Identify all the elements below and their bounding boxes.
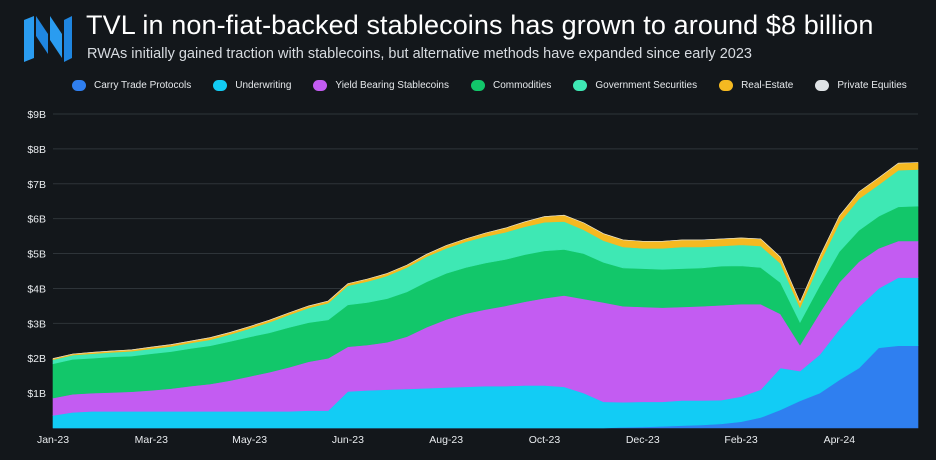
x-tick-label: Feb-23 — [724, 434, 757, 446]
x-tick-label: Aug-23 — [429, 434, 463, 446]
legend-item: Real-Estate — [719, 79, 794, 91]
legend-item: Carry Trade Protocols — [72, 79, 192, 91]
legend-label: Carry Trade Protocols — [94, 79, 192, 91]
legend-item: Commodities — [471, 79, 552, 91]
legend-label: Underwriting — [235, 79, 292, 91]
legend-item: Yield Bearing Stablecoins — [313, 79, 449, 91]
y-tick-label: $3B — [27, 318, 46, 330]
brand-logo-icon — [24, 16, 72, 62]
y-tick-label: $2B — [27, 353, 46, 365]
chart-title: TVL in non-fiat-backed stablecoins has g… — [86, 10, 874, 40]
x-tick-label: Mar-23 — [135, 434, 168, 446]
x-tick-label: Jan-23 — [37, 434, 69, 446]
x-tick-label: Jun-23 — [332, 434, 364, 446]
y-tick-label: $4B — [27, 283, 46, 295]
x-tick-label: Dec-23 — [626, 434, 660, 446]
legend-swatch — [573, 79, 588, 91]
legend-swatch — [815, 79, 830, 91]
legend-label: Government Securities — [595, 79, 698, 91]
legend-swatch — [213, 79, 228, 91]
x-tick-label: Oct-23 — [529, 434, 561, 446]
y-tick-label: $1B — [27, 388, 46, 400]
area-series-private-equities — [52, 162, 919, 359]
stacked-area-chart: $1B $2B $3B $4B $5B $6B $7B $8B $9B Jan-23 Mar-23… — [27, 109, 919, 446]
legend-swatch — [72, 79, 86, 91]
legend-swatch — [719, 79, 734, 91]
legend-label: Commodities — [493, 79, 552, 91]
y-tick-label: $5B — [27, 249, 46, 261]
chart-legend: Carry Trade Protocols Underwriting Yield B… — [72, 77, 907, 93]
legend-label: Real-Estate — [741, 79, 794, 91]
legend-item: Government Securities — [573, 79, 698, 91]
x-axis-labels: Jan-23 Mar-23 May-23 Jun-23 Aug-23 Oct-23 Dec-… — [37, 434, 855, 446]
legend-item: Underwriting — [213, 79, 292, 91]
x-tick-label: Apr-24 — [824, 434, 856, 446]
chart-subtitle: RWAs initially gained traction with stab… — [87, 46, 752, 62]
y-tick-label: $7B — [27, 179, 46, 191]
legend-swatch — [313, 79, 328, 91]
legend-label: Yield Bearing Stablecoins — [335, 79, 449, 91]
y-tick-label: $8B — [27, 144, 46, 156]
legend-item: Private Equities — [815, 79, 907, 91]
legend-swatch — [471, 79, 485, 91]
area-layers — [52, 162, 919, 429]
x-tick-label: May-23 — [232, 434, 267, 446]
y-axis-labels: $1B $2B $3B $4B $5B $6B $7B $8B $9B — [27, 109, 46, 400]
legend-label: Private Equities — [837, 79, 907, 91]
y-tick-label: $6B — [27, 214, 46, 226]
y-tick-label: $9B — [27, 109, 46, 121]
